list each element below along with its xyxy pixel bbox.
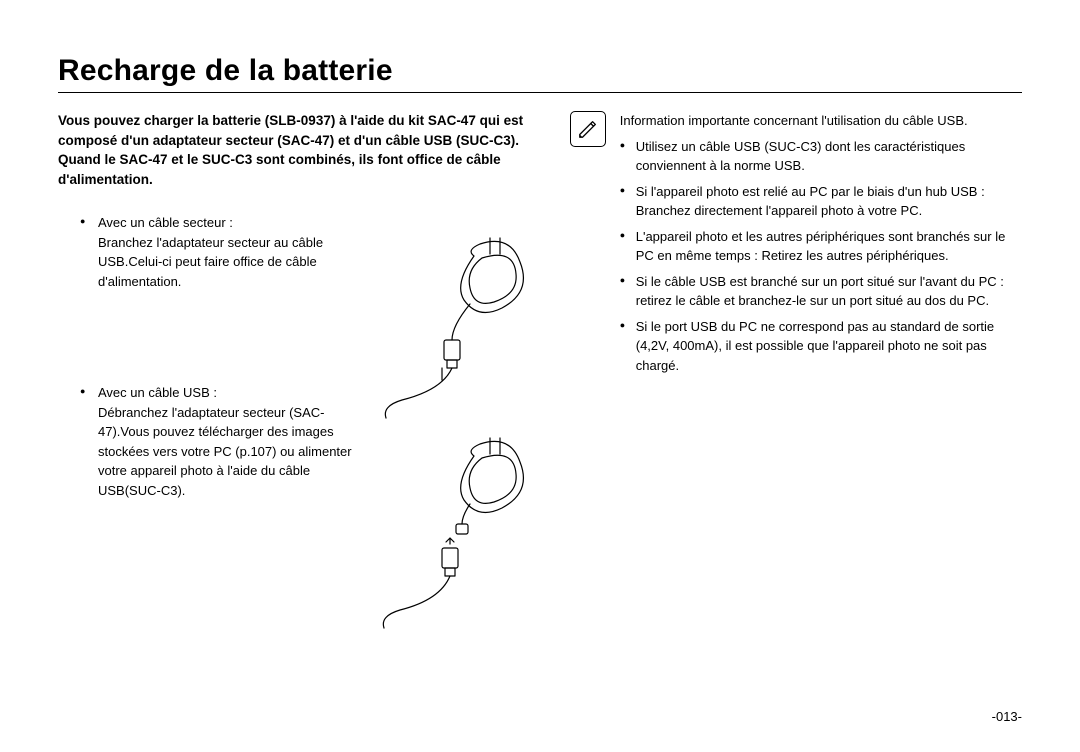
- note-bullet: Utilisez un câble USB (SUC-C3) dont les …: [636, 137, 1022, 176]
- adapter-cable-separated-illustration: [382, 430, 552, 630]
- pencil-note-icon: [570, 111, 606, 147]
- adapter-cable-connected-illustration: [382, 230, 552, 420]
- item-body: Branchez l'adaptateur secteur au câble U…: [98, 233, 360, 292]
- note-box: Information importante concernant l'util…: [570, 111, 1022, 381]
- note-bullet: Si le câble USB est branché sur un port …: [636, 272, 1022, 311]
- right-column: Information importante concernant l'util…: [570, 111, 1022, 592]
- note-lead: Information importante concernant l'util…: [620, 111, 1022, 131]
- note-content: Information importante concernant l'util…: [620, 111, 1022, 381]
- note-bullets: Utilisez un câble USB (SUC-C3) dont les …: [620, 137, 1022, 376]
- intro-paragraph: Vous pouvez charger la batterie (SLB-093…: [58, 111, 542, 189]
- note-bullet: L'appareil photo et les autres périphéri…: [636, 227, 1022, 266]
- manual-page: Recharge de la batterie Vous pouvez char…: [0, 0, 1080, 752]
- page-title: Recharge de la batterie: [58, 54, 1022, 93]
- pencil-icon: [577, 118, 599, 140]
- page-number: -013-: [992, 709, 1022, 724]
- note-bullet: Si le port USB du PC ne correspond pas a…: [636, 317, 1022, 376]
- note-bullet: Si l'appareil photo est relié au PC par …: [636, 182, 1022, 221]
- item-body: Débranchez l'adaptateur secteur (SAC-47)…: [98, 403, 360, 501]
